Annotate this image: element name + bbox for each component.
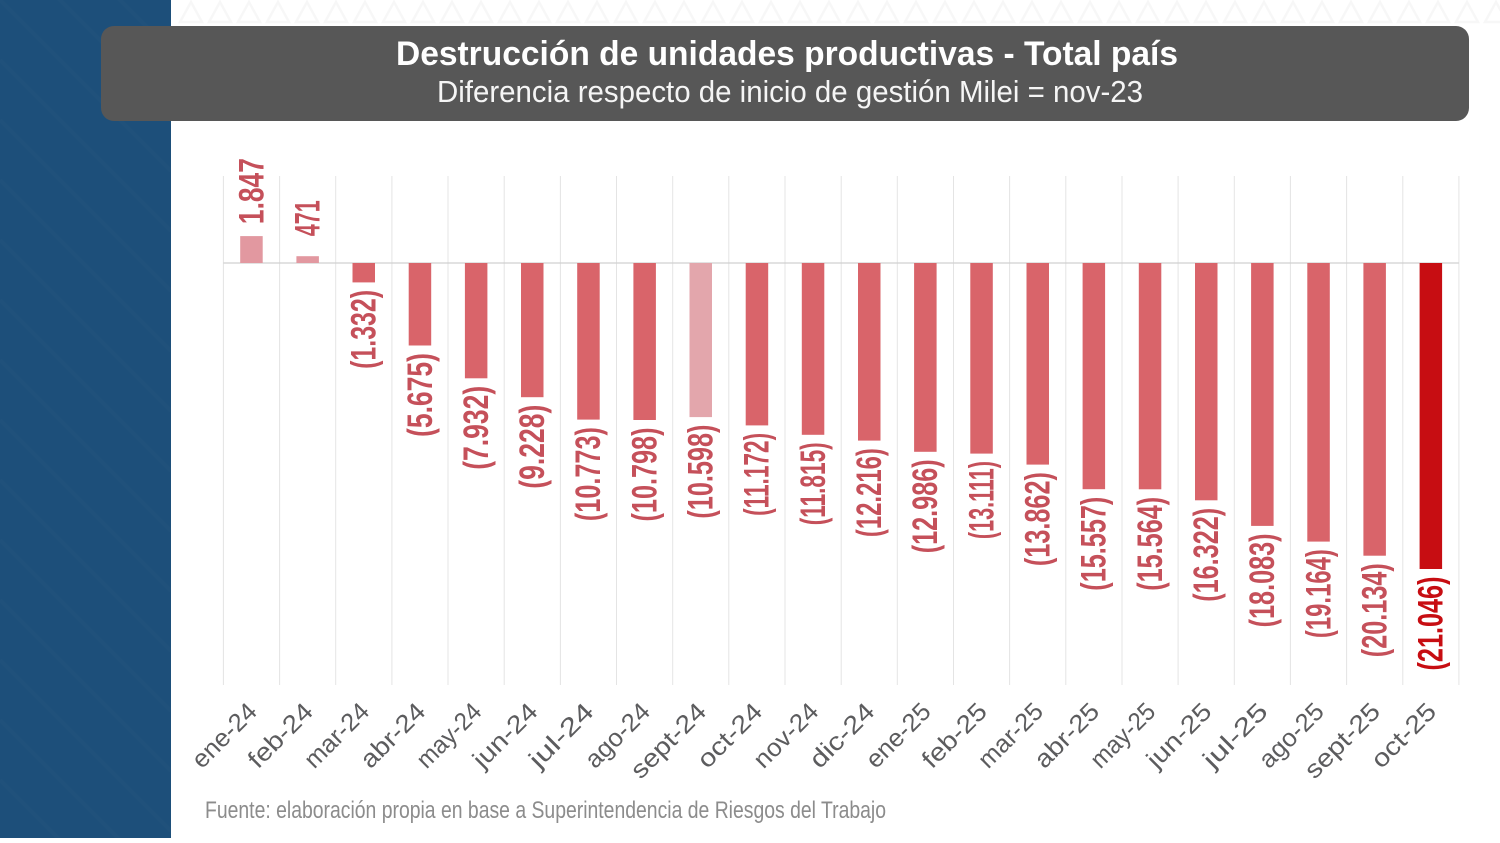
- svg-text:(10.798): (10.798): [625, 428, 664, 522]
- svg-text:(12.986): (12.986): [906, 459, 945, 553]
- svg-text:(5.675): (5.675): [401, 353, 440, 437]
- svg-text:(16.322): (16.322): [1187, 508, 1226, 602]
- svg-text:(13.111): (13.111): [962, 461, 1001, 539]
- svg-text:1.847: 1.847: [232, 158, 271, 224]
- svg-text:Destrucción de unidades produc: Destrucción de unidades productivas - To…: [396, 35, 1178, 73]
- svg-text:(9.228): (9.228): [513, 405, 552, 489]
- svg-text:(11.172): (11.172): [738, 433, 777, 516]
- svg-text:(21.046): (21.046): [1412, 577, 1451, 671]
- svg-text:(15.557): (15.557): [1075, 497, 1114, 591]
- svg-text:Fuente: elaboración propia en: Fuente: elaboración propia en base a Sup…: [205, 797, 886, 824]
- svg-text:471: 471: [288, 200, 327, 236]
- svg-text:(20.134): (20.134): [1356, 563, 1395, 657]
- svg-text:(13.862): (13.862): [1019, 472, 1058, 566]
- svg-text:(15.564): (15.564): [1131, 497, 1170, 591]
- svg-text:(10.598): (10.598): [682, 425, 721, 519]
- svg-text:(1.332): (1.332): [345, 290, 384, 369]
- svg-text:(19.164): (19.164): [1299, 549, 1338, 638]
- svg-text:(11.815): (11.815): [794, 442, 833, 525]
- svg-text:(12.216): (12.216): [850, 448, 889, 537]
- svg-text:(18.083): (18.083): [1243, 533, 1282, 627]
- svg-text:(10.773): (10.773): [569, 427, 608, 521]
- svg-text:(7.932): (7.932): [457, 386, 496, 470]
- svg-text:Diferencia respecto de inicio: Diferencia respecto de inicio de gestión…: [437, 74, 1143, 109]
